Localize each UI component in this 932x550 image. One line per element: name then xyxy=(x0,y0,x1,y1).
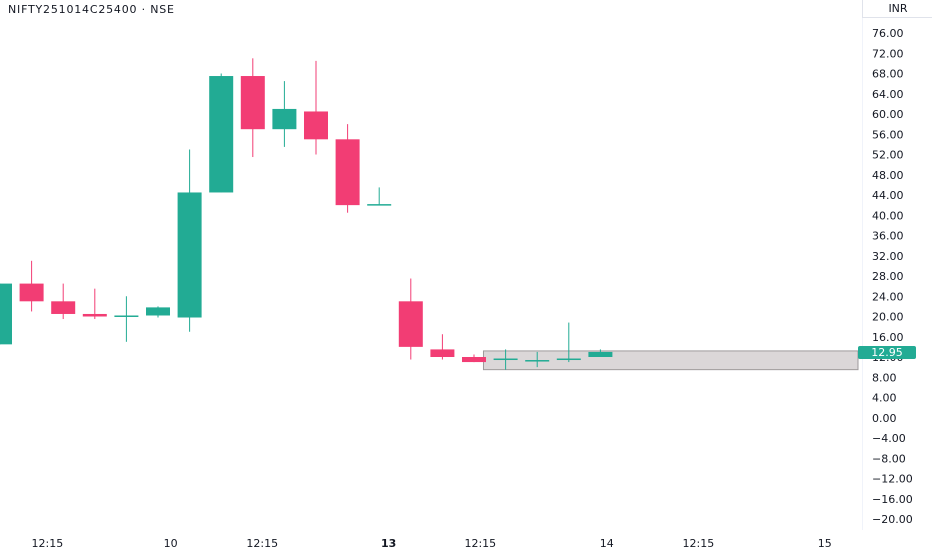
candle[interactable] xyxy=(367,187,392,206)
x-axis-tick-label: 13 xyxy=(381,537,396,550)
candle-body xyxy=(398,301,423,347)
y-axis-tick-label: 4.00 xyxy=(872,392,897,405)
candle-body xyxy=(525,360,550,362)
candle[interactable] xyxy=(272,81,297,147)
x-axis-tick-label: 12:15 xyxy=(683,537,715,550)
currency-label[interactable]: INR xyxy=(862,0,932,18)
y-axis-tick-label: 40.00 xyxy=(872,209,904,222)
candle[interactable] xyxy=(0,283,12,345)
y-axis-tick-label: −20.00 xyxy=(872,513,913,526)
candle[interactable] xyxy=(525,351,550,368)
candle-body xyxy=(335,139,360,206)
y-axis-tick-label: −8.00 xyxy=(872,452,906,465)
y-axis-tick-label: 76.00 xyxy=(872,27,904,40)
y-axis-tick-label: 8.00 xyxy=(872,371,897,384)
candle-body xyxy=(462,357,486,363)
candle[interactable] xyxy=(209,73,234,193)
y-axis-tick-label: 16.00 xyxy=(872,331,904,344)
y-axis-tick-label: 52.00 xyxy=(872,149,904,162)
candle[interactable] xyxy=(430,334,455,360)
y-axis-tick-label: 72.00 xyxy=(872,47,904,60)
candle-body xyxy=(430,349,455,357)
x-axis-tick-label: 10 xyxy=(164,537,178,550)
y-axis-tick-label: −16.00 xyxy=(872,493,913,506)
candle-body xyxy=(493,358,518,361)
candle[interactable] xyxy=(82,288,107,320)
candle[interactable] xyxy=(177,149,202,332)
y-axis-tick-label: 44.00 xyxy=(872,189,904,202)
y-axis-tick-label: 24.00 xyxy=(872,290,904,303)
candle[interactable] xyxy=(19,260,44,312)
candle[interactable] xyxy=(588,349,613,357)
symbol-title: NIFTY251014C25400 · NSE xyxy=(8,3,175,16)
y-axis-tick-label: 36.00 xyxy=(872,230,904,243)
y-axis-tick-label: 56.00 xyxy=(872,128,904,141)
candle-body xyxy=(304,111,328,140)
y-axis-tick-label: 48.00 xyxy=(872,169,904,182)
y-axis-tick-label: 60.00 xyxy=(872,108,904,121)
candle-body xyxy=(51,301,76,314)
y-axis-tick-label: 68.00 xyxy=(872,68,904,81)
price-axis-divider xyxy=(862,18,863,530)
candle-body xyxy=(146,307,170,316)
x-axis-tick-label: 15 xyxy=(818,537,832,550)
candle[interactable] xyxy=(240,58,265,158)
y-axis-tick-label: 28.00 xyxy=(872,270,904,283)
candle[interactable] xyxy=(556,322,581,363)
candle[interactable] xyxy=(335,124,360,213)
candle[interactable] xyxy=(493,349,518,370)
y-axis-tick-label: 32.00 xyxy=(872,250,904,263)
candle-body xyxy=(240,76,265,130)
candle-body xyxy=(556,358,581,361)
y-axis-tick-label: 0.00 xyxy=(872,412,897,425)
candle-body xyxy=(114,315,139,317)
y-axis-tick-label: 64.00 xyxy=(872,88,904,101)
y-axis-tick-label: 20.00 xyxy=(872,311,904,324)
candle-body xyxy=(588,351,613,357)
candle[interactable] xyxy=(462,354,486,363)
candle-body xyxy=(82,313,107,317)
candle[interactable] xyxy=(398,278,423,360)
last-price-label: 12.95 xyxy=(858,346,916,359)
candle[interactable] xyxy=(304,60,328,155)
x-axis-tick-label: 12:15 xyxy=(32,537,64,550)
candle-body xyxy=(0,283,12,345)
candle[interactable] xyxy=(146,306,170,318)
candle[interactable] xyxy=(51,283,76,320)
candle[interactable] xyxy=(114,296,139,342)
candle-body xyxy=(367,204,392,206)
x-axis-tick-label: 12:15 xyxy=(246,537,278,550)
candle-body xyxy=(209,76,234,193)
y-axis-tick-label: −4.00 xyxy=(872,432,906,445)
x-axis-tick-label: 12:15 xyxy=(464,537,496,550)
candle-body xyxy=(19,283,44,302)
candle-body xyxy=(177,192,202,318)
y-axis-tick-label: −12.00 xyxy=(872,473,913,486)
candle-body xyxy=(272,108,297,130)
x-axis-tick-label: 14 xyxy=(600,537,614,550)
